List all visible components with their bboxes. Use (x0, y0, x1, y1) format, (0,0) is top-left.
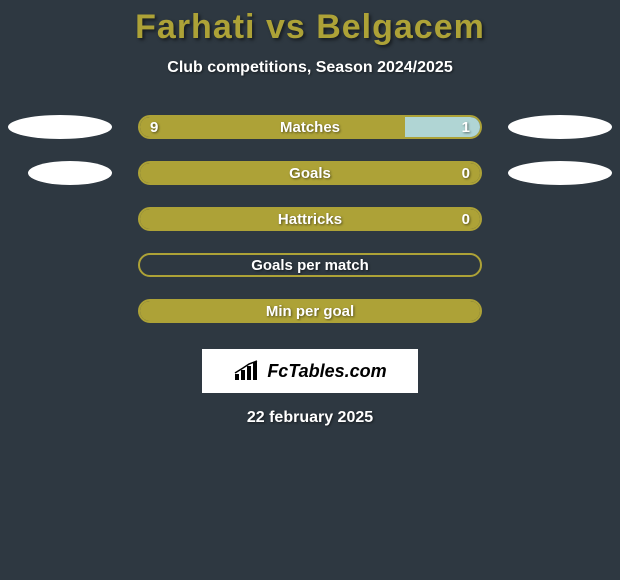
subtitle: Club competitions, Season 2024/2025 (0, 59, 620, 77)
bar-track: Matches91 (138, 115, 482, 139)
page-title: Farhati vs Belgacem (0, 0, 620, 47)
bar-track: Hattricks0 (138, 207, 482, 231)
date-label: 22 february 2025 (0, 409, 620, 427)
bar-left-segment (140, 163, 480, 183)
value-right: 1 (462, 117, 470, 139)
bar-label: Goals per match (140, 255, 480, 277)
value-left: 9 (150, 117, 158, 139)
team-right-badge (508, 115, 612, 139)
team-right-badge (508, 161, 612, 185)
value-right: 0 (462, 163, 470, 185)
bar-left-segment (140, 301, 480, 321)
value-right: 0 (462, 209, 470, 231)
stat-row: Goals0 (0, 161, 620, 185)
stat-row: Min per goal (0, 299, 620, 323)
bar-track: Goals0 (138, 161, 482, 185)
logo-text: FcTables.com (267, 361, 386, 382)
bars-icon (233, 360, 261, 382)
comparison-chart: Matches91Goals0Hattricks0Goals per match… (0, 115, 620, 323)
stat-row: Goals per match (0, 253, 620, 277)
bar-left-segment (140, 117, 405, 137)
bar-track: Goals per match (138, 253, 482, 277)
bar-left-segment (140, 209, 480, 229)
stat-row: Hattricks0 (0, 207, 620, 231)
bar-track: Min per goal (138, 299, 482, 323)
team-left-badge (8, 115, 112, 139)
team-left-badge (28, 161, 112, 185)
logo-box: FcTables.com (202, 349, 418, 393)
stat-row: Matches91 (0, 115, 620, 139)
